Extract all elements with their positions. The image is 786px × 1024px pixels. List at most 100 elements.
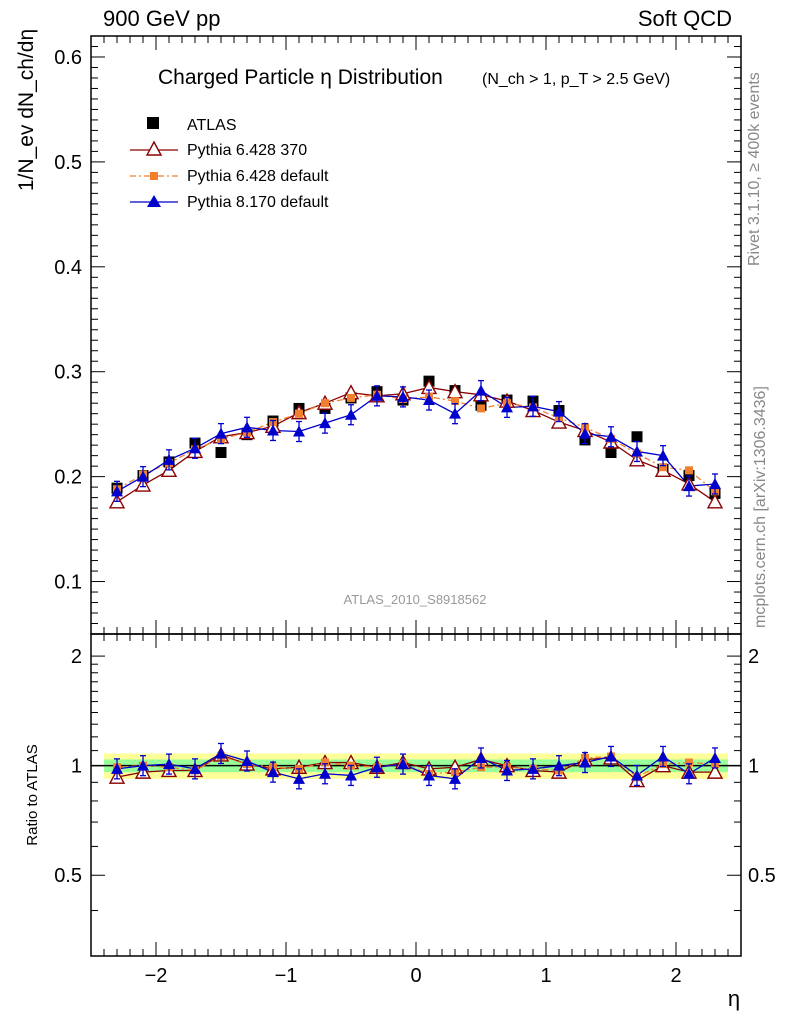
legend: ATLAS Pythia 6.428 370 Pythia 6.428 defa… <box>130 117 329 211</box>
point-2 <box>295 409 303 418</box>
point-3 <box>683 480 695 492</box>
axis-ticks: −2 −1 0 1 2 0.1 0.2 0.3 0.4 0.5 0.6 0.5 0.5 1 1 2 2 <box>54 36 776 987</box>
x-tick-label: 1 <box>540 965 551 987</box>
point-3 <box>449 407 461 419</box>
ratio-point-3 <box>371 761 383 773</box>
y-tick-label: 0.1 <box>54 572 82 594</box>
chart-title: Charged Particle η Distribution <box>158 66 443 89</box>
y-tick-label: 0.6 <box>54 47 82 69</box>
chart-title-cuts: (N_ch > 1, p_T > 2.5 GeV) <box>482 71 670 88</box>
point-3 <box>709 477 721 489</box>
point-3 <box>215 427 227 439</box>
ratio-tick-label: 1 <box>71 756 82 778</box>
y-tick-label: 0.3 <box>54 362 82 384</box>
ratio-point-3 <box>501 764 513 776</box>
point-3 <box>111 485 123 497</box>
x-tick-label: −1 <box>275 965 298 987</box>
ratio-plot-frame <box>90 633 742 957</box>
x-tick-label: 0 <box>410 965 421 987</box>
ratio-axis-label: Ratio to ATLAS <box>24 744 41 845</box>
point-2 <box>451 397 459 406</box>
ratio-point-3 <box>137 759 149 771</box>
ratio-point-2 <box>685 758 693 767</box>
point-3 <box>631 445 643 457</box>
point-3 <box>345 408 357 420</box>
point-3 <box>553 405 565 417</box>
point-3 <box>423 394 435 406</box>
series-markers <box>108 375 724 790</box>
point-2 <box>477 404 485 413</box>
y-tick-label: 0.5 <box>54 152 82 174</box>
ratio-point-3 <box>579 756 591 768</box>
point-1 <box>706 493 724 509</box>
point-3 <box>397 390 409 402</box>
point-2 <box>347 393 355 402</box>
ratio-point-3 <box>293 772 305 784</box>
point-3 <box>371 389 383 401</box>
legend-marker-pythia8 <box>147 195 161 207</box>
atlas-data-point <box>631 431 643 443</box>
y-axis-label: 1/N_ev dN_ch/dη <box>15 29 38 191</box>
ratio-point-1 <box>706 763 724 779</box>
ratio-point-3 <box>683 767 695 779</box>
ratio-point-3 <box>111 762 123 774</box>
ratio-point-3 <box>709 751 721 763</box>
ratio-tick-label-right: 0.5 <box>748 865 776 887</box>
ratio-point-3 <box>631 769 643 781</box>
point-3 <box>657 449 669 461</box>
atlas-data-point <box>215 447 227 459</box>
ratio-tick-label-right: 2 <box>748 646 759 668</box>
atlas-data-point <box>605 447 617 459</box>
point-3 <box>137 470 149 482</box>
point-3 <box>501 401 513 413</box>
ratio-tick-label: 2 <box>71 646 82 668</box>
ratio-point-3 <box>449 772 461 784</box>
legend-label-pythia6-370: Pythia 6.428 370 <box>187 142 307 159</box>
point-2 <box>659 463 667 472</box>
point-3 <box>579 427 591 439</box>
ratio-point-3 <box>553 759 565 771</box>
point-3 <box>605 430 617 442</box>
header-energy-label: 900 GeV pp <box>103 6 221 31</box>
analysis-watermark: ATLAS_2010_S8918562 <box>344 592 487 607</box>
ratio-point-3 <box>475 751 487 763</box>
ratio-point-3 <box>267 766 279 778</box>
point-3 <box>189 442 201 454</box>
legend-marker-atlas <box>147 117 159 129</box>
x-tick-label: −2 <box>145 965 168 987</box>
ratio-point-3 <box>189 762 201 774</box>
legend-label-atlas: ATLAS <box>187 117 237 134</box>
ratio-point-3 <box>605 750 617 762</box>
point-3 <box>163 453 175 465</box>
legend-label-pythia6-default: Pythia 6.428 default <box>187 168 329 185</box>
point-2 <box>321 399 329 408</box>
legend-label-pythia8: Pythia 8.170 default <box>187 194 329 211</box>
ratio-tick-label: 0.5 <box>54 865 82 887</box>
ratio-point-3 <box>215 747 227 759</box>
ratio-tick-label-right: 1 <box>748 756 759 778</box>
point-3 <box>319 417 331 429</box>
point-2 <box>685 466 693 475</box>
legend-marker-pythia6-default <box>150 172 158 180</box>
ratio-point-3 <box>163 758 175 770</box>
ratio-point-2 <box>321 758 329 767</box>
x-tick-label: 2 <box>670 965 681 987</box>
y-tick-label: 0.2 <box>54 467 82 489</box>
main-series-lines <box>116 386 716 503</box>
series-line-2 <box>116 394 716 492</box>
series-line-3 <box>116 389 716 492</box>
ratio-point-3 <box>657 750 669 762</box>
legend-marker-pythia6-370 <box>145 140 163 156</box>
point-3 <box>293 425 305 437</box>
ratio-point-3 <box>527 762 539 774</box>
x-axis-label: η <box>728 986 740 1011</box>
ratio-point-3 <box>345 769 357 781</box>
header-process-label: Soft QCD <box>637 6 732 31</box>
point-3 <box>267 424 279 436</box>
ratio-point-3 <box>319 767 331 779</box>
point-3 <box>475 384 487 396</box>
ratio-point-3 <box>397 758 409 770</box>
ratio-point-3 <box>241 754 253 766</box>
y-tick-label: 0.4 <box>54 257 82 279</box>
